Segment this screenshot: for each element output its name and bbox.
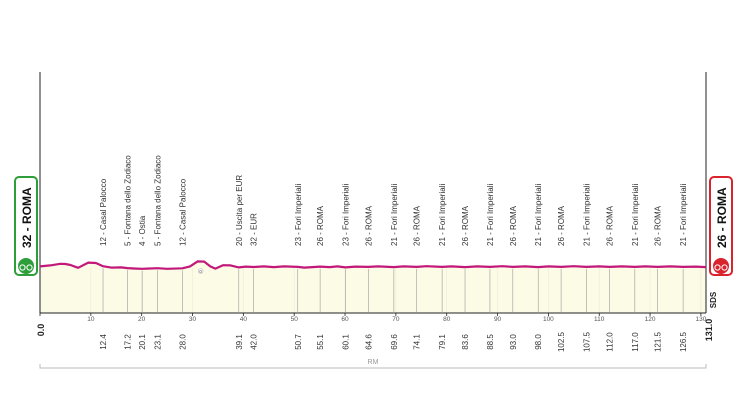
- start-icon-wheel-front: [26, 264, 33, 271]
- point-label-10: 26 - ROMA: [364, 205, 373, 246]
- x-tick-label-10: 10: [87, 316, 95, 323]
- small-marker-label: 0: [199, 269, 202, 274]
- point-label-23: 21 - Fori Imperiali: [679, 184, 688, 246]
- point-label-2: 4 - Ostia: [138, 215, 147, 246]
- point-km-label-2: 20.1: [138, 334, 147, 350]
- point-km-label-18: 102.5: [557, 331, 566, 352]
- point-label-14: 26 - ROMA: [461, 205, 470, 246]
- point-label-19: 21 - Fori Imperiali: [583, 184, 592, 246]
- point-label-22: 26 - ROMA: [654, 205, 663, 246]
- point-km-label-14: 83.6: [461, 334, 470, 350]
- profile-line-layer: [39, 260, 707, 270]
- x-tick-label-110: 110: [594, 316, 605, 323]
- point-label-5: 20 - Uscita per EUR: [235, 175, 244, 246]
- point-km-label-9: 60.1: [342, 334, 351, 350]
- province-layer: RM: [39, 359, 707, 369]
- province-bracket-0: [39, 364, 707, 369]
- point-km-label-3: 23.1: [153, 334, 162, 350]
- point-km-label-11: 69.6: [390, 334, 399, 350]
- point-label-6: 32 - EUR: [250, 213, 259, 246]
- axis-ticks-layer: 10 20 30 40 50 60 70 80 90 100 110 120 130: [39, 313, 707, 323]
- x-tick-label-90: 90: [494, 316, 502, 323]
- point-km-label-0: 12.4: [99, 334, 108, 350]
- point-km-label-23: 126.5: [679, 331, 688, 352]
- point-label-0: 12 - Casal Palocco: [99, 178, 108, 246]
- x-tick-label-30: 30: [189, 316, 197, 323]
- route-points-layer: 12 - Casal Palocco 12.4 5 - Fontana dello …: [99, 155, 688, 352]
- point-km-label-20: 112.0: [605, 332, 614, 352]
- start-icon-wheel-rear: [19, 264, 26, 271]
- point-label-7: 23 - Fori Imperiali: [294, 184, 303, 246]
- point-label-4: 12 - Casal Palocco: [178, 178, 187, 246]
- x-tick-label-100: 100: [543, 316, 554, 323]
- start-km-label: 0.0: [36, 324, 46, 337]
- point-km-label-10: 64.6: [364, 334, 373, 350]
- grid-lines-layer: [39, 268, 702, 313]
- x-tick-label-40: 40: [240, 316, 248, 323]
- sds-label: SDS: [709, 291, 718, 308]
- finish-town-label: 26 - ROMA: [715, 187, 729, 248]
- point-km-label-13: 79.1: [438, 334, 447, 350]
- profile-fill-layer: [40, 261, 706, 313]
- point-km-label-19: 107.5: [583, 331, 592, 352]
- start-finish-layer: 32 - ROMA 0.0 26 - ROMA 131.0 SDS: [14, 176, 733, 342]
- x-tick-label-60: 60: [341, 316, 349, 323]
- point-km-label-12: 74.1: [413, 334, 422, 350]
- finish-km-label: 131.0: [704, 319, 714, 342]
- point-km-label-1: 17.2: [123, 334, 132, 350]
- point-km-label-17: 98.0: [534, 334, 543, 350]
- point-label-18: 26 - ROMA: [557, 205, 566, 246]
- point-label-9: 23 - Fori Imperiali: [342, 184, 351, 246]
- point-km-label-16: 93.0: [509, 334, 518, 350]
- point-label-16: 26 - ROMA: [509, 205, 518, 246]
- point-label-1: 5 - Fontana dello Zodiaco: [123, 155, 132, 246]
- profile-area: [40, 261, 706, 313]
- province-label-0: RM: [368, 359, 379, 366]
- x-tick-label-50: 50: [291, 316, 299, 323]
- point-km-label-8: 55.1: [316, 334, 325, 350]
- point-label-20: 26 - ROMA: [605, 205, 614, 246]
- x-tick-label-80: 80: [443, 316, 451, 323]
- start-badge: [14, 176, 38, 276]
- point-label-13: 21 - Fori Imperiali: [438, 184, 447, 246]
- point-km-label-22: 121.5: [654, 331, 663, 352]
- point-label-15: 21 - Fori Imperiali: [486, 184, 495, 246]
- finish-icon-wheel-rear: [714, 264, 721, 271]
- point-km-label-21: 117.0: [631, 332, 640, 352]
- point-label-12: 26 - ROMA: [413, 205, 422, 246]
- frame-layer: [39, 72, 707, 314]
- point-km-label-6: 42.0: [250, 334, 259, 350]
- point-label-17: 21 - Fori Imperiali: [534, 184, 543, 246]
- small-marker-circle: [197, 268, 204, 274]
- x-tick-label-20: 20: [138, 316, 146, 323]
- point-km-label-15: 88.5: [486, 334, 495, 350]
- point-label-11: 21 - Fori Imperiali: [390, 184, 399, 246]
- x-tick-label-70: 70: [392, 316, 400, 323]
- point-label-3: 5 - Fontana dello Zodiaco: [153, 155, 162, 246]
- point-km-label-4: 28.0: [178, 334, 187, 350]
- point-label-21: 21 - Fori Imperiali: [631, 184, 640, 246]
- x-tick-label-120: 120: [645, 316, 656, 323]
- x-tick-label-130: 130: [695, 316, 706, 323]
- point-km-label-5: 39.1: [235, 334, 244, 350]
- finish-badge: [709, 176, 733, 276]
- start-town-label: 32 - ROMA: [20, 187, 34, 248]
- point-km-label-7: 50.7: [294, 334, 303, 350]
- finish-icon-wheel-front: [721, 264, 728, 271]
- point-label-8: 26 - ROMA: [316, 205, 325, 246]
- profile-line: [39, 260, 707, 270]
